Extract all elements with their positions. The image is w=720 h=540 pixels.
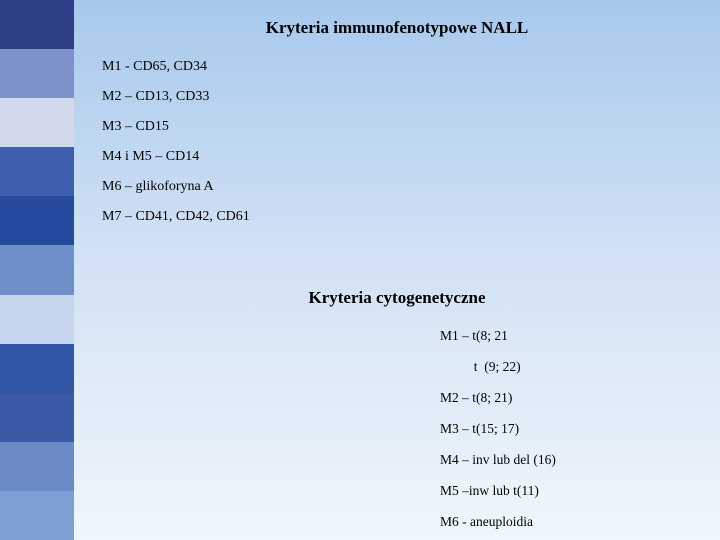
sidebar-block (0, 491, 74, 540)
sidebar-block (0, 344, 74, 393)
section1-item: M2 – CD13, CD33 (102, 82, 250, 112)
section2-item: M4 – inv lub del (16) (440, 444, 556, 475)
slide-content: Kryteria immunofenotypowe NALL M1 - CD65… (74, 0, 720, 540)
sidebar-block (0, 98, 74, 147)
sidebar-block (0, 393, 74, 442)
sidebar-block (0, 245, 74, 294)
section2-item: M1 – t(8; 21 (440, 320, 556, 351)
section2-list: M1 – t(8; 21 t (9; 22)M2 – t(8; 21)M3 – … (440, 320, 556, 537)
section2-item: M5 –inw lub t(11) (440, 475, 556, 506)
section1-item: M7 – CD41, CD42, CD61 (102, 202, 250, 232)
sidebar-block (0, 49, 74, 98)
section2-title: Kryteria cytogenetyczne (74, 288, 720, 308)
section1-item: M1 - CD65, CD34 (102, 52, 250, 82)
sidebar-block (0, 147, 74, 196)
section2-item: M2 – t(8; 21) (440, 382, 556, 413)
sidebar-block (0, 196, 74, 245)
section2-item: t (9; 22) (440, 351, 556, 382)
decorative-sidebar (0, 0, 74, 540)
sidebar-block (0, 442, 74, 491)
sidebar-block (0, 0, 74, 49)
section1-item: M4 i M5 – CD14 (102, 142, 250, 172)
section1-title: Kryteria immunofenotypowe NALL (74, 18, 720, 38)
section1-list: M1 - CD65, CD34M2 – CD13, CD33M3 – CD15M… (102, 52, 250, 233)
section2-item: M6 - aneuploidia (440, 506, 556, 537)
section1-item: M3 – CD15 (102, 112, 250, 142)
section2-item: M3 – t(15; 17) (440, 413, 556, 444)
section1-item: M6 – glikoforyna A (102, 172, 250, 202)
sidebar-block (0, 295, 74, 344)
